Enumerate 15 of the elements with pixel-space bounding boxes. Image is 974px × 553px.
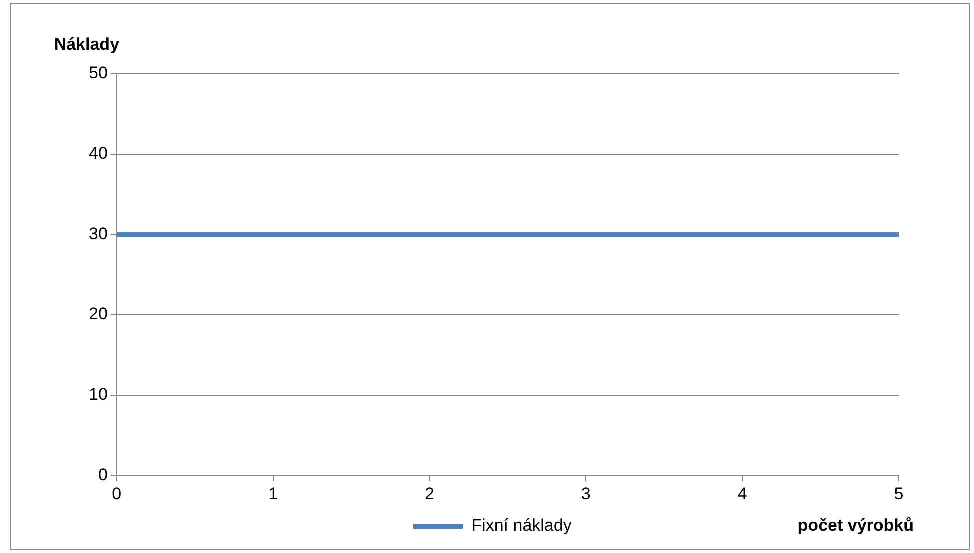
x-tick-label: 0 — [112, 484, 122, 504]
x-tick-label: 2 — [425, 484, 434, 504]
x-tick-label: 3 — [581, 484, 591, 504]
y-tick-label: 10 — [88, 384, 108, 404]
y-axis-title: Náklady — [54, 35, 120, 54]
y-tick-label: 20 — [88, 304, 108, 324]
y-tick-label: 40 — [88, 144, 108, 164]
y-tick-label: 30 — [88, 224, 108, 244]
y-tick-label: 0 — [98, 465, 108, 484]
y-tick-label: 50 — [88, 64, 108, 83]
x-tick-label: 1 — [268, 484, 278, 504]
x-tick-label: 4 — [738, 484, 748, 504]
x-axis-title: počet výrobků — [798, 516, 914, 536]
x-tick-label: 5 — [894, 484, 904, 504]
legend-label: Fixní náklady — [472, 516, 572, 536]
